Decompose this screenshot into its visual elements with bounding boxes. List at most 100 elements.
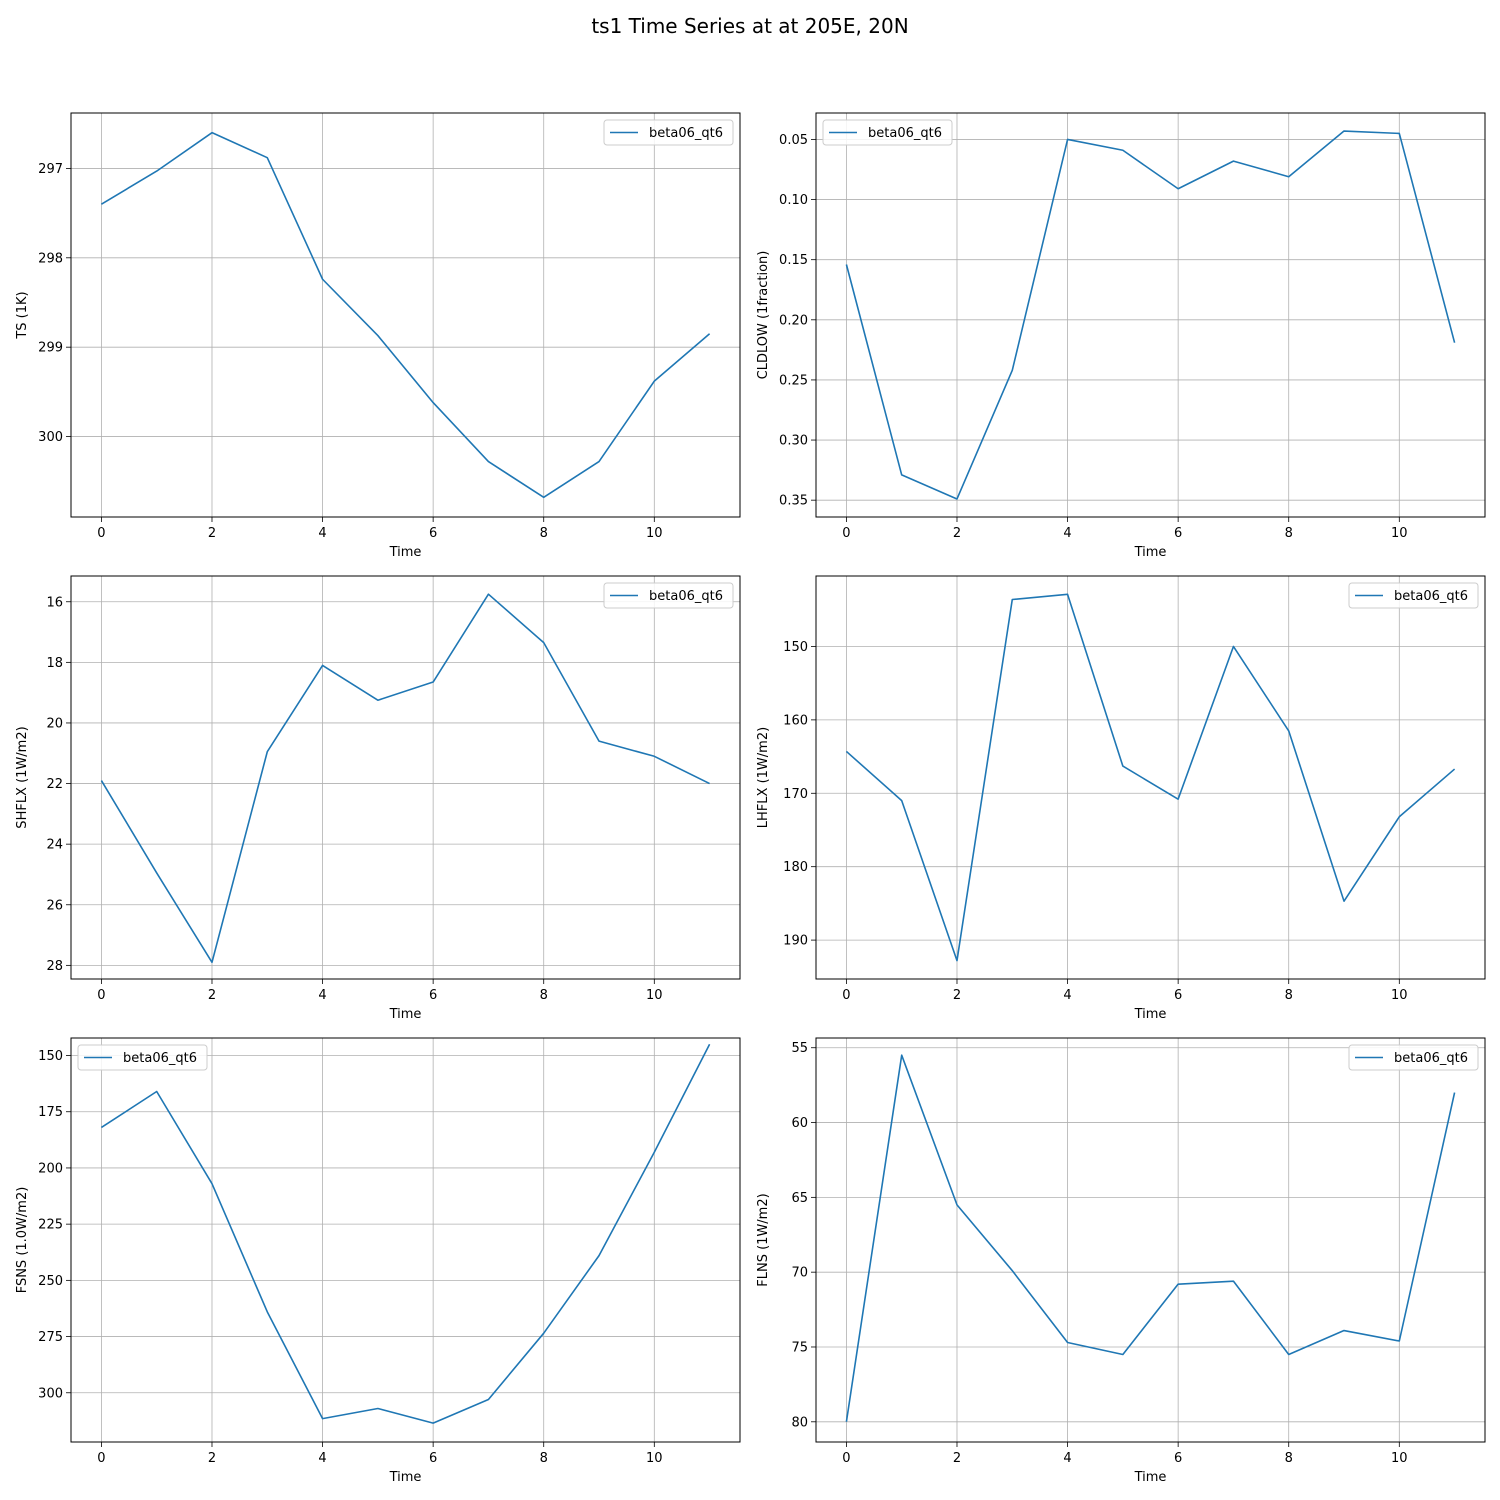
panel-fsns-xtick-label: 4 (318, 1451, 326, 1466)
panel-shflx-legend-box (603, 582, 734, 609)
panel-fsns-xlabel: Time (389, 1470, 422, 1485)
panel-fsns-data-point (155, 1090, 159, 1094)
panel-lhflx-ytick-label: 170 (783, 787, 808, 802)
panel-fsns-data-point (99, 1125, 103, 1129)
panel-fsns-ytick-label: 300 (38, 1386, 63, 1401)
panel-shflx-ytick-label: 26 (46, 898, 63, 913)
panel-ts-data-point (155, 169, 159, 173)
panel-fsns-data-point (376, 1407, 380, 1411)
panel-cldlow-data-point (1287, 175, 1291, 179)
panel-flns-series-line (845, 1054, 1456, 1422)
panel-flns-data-point (844, 1420, 848, 1424)
panel-cldlow-ytick-label: 0.20 (779, 313, 808, 328)
panel-fsns-legend-label: beta06_qt6 (123, 1051, 197, 1066)
panel-ts-data-point (708, 332, 712, 336)
panel-ts-ytick-label: 299 (38, 341, 63, 356)
panel-cldlow-data-point (1453, 341, 1457, 345)
panel-flns-data-point (1231, 1279, 1235, 1283)
panel-cldlow-data-point (1121, 148, 1125, 152)
panel-cldlow: 0 2 4 6 8 10 0.05 0.10 0.15 0.20 0.25 0.30 0.35 Time C… (756, 112, 1486, 560)
panel-ts-ytick-label: 298 (38, 251, 63, 266)
panel-ts-data-point (486, 460, 490, 464)
panel-flns-xtick-label: 6 (1174, 1451, 1182, 1466)
panel-shflx-data-point (542, 641, 546, 645)
panel-cldlow-axes-frame (815, 112, 1486, 518)
panel-cldlow-data-point (900, 473, 904, 477)
panel-flns-legend-box (1348, 1044, 1479, 1071)
panel-flns-legend-label: beta06_qt6 (1394, 1051, 1468, 1066)
panel-lhflx-data-point (955, 959, 959, 963)
panel-fsns-data-point (265, 1310, 269, 1314)
panel-flns-xtick-label: 0 (842, 1451, 850, 1466)
panel-ts-xtick-label: 8 (540, 526, 548, 541)
panel-shflx-data-point (155, 871, 159, 875)
panel-ts-legend: beta06_qt6 (603, 119, 734, 146)
panel-shflx-xlabel: Time (389, 1007, 422, 1022)
panel-shflx-xtick-label: 2 (208, 988, 216, 1003)
panel-shflx-ytick-label: 24 (46, 838, 63, 853)
panel-lhflx-data-point (1453, 767, 1457, 771)
panel-lhflx-data-point (1010, 597, 1014, 601)
panel-shflx-ytick-label: 16 (46, 595, 63, 610)
panel-shflx-data-point (708, 782, 712, 786)
panel-cldlow-data-point (1342, 129, 1346, 133)
panel-flns-axes-frame (815, 1037, 1486, 1443)
panel-cldlow-legend: beta06_qt6 (822, 119, 953, 146)
panel-ts-data-point (597, 460, 601, 464)
panel-ts-legend-label: beta06_qt6 (649, 126, 723, 141)
panel-fsns-ytick-label: 175 (38, 1105, 63, 1120)
panel-ts-data-point (431, 401, 435, 405)
panel-shflx-xtick-label: 4 (318, 988, 326, 1003)
panel-lhflx-ytick-label: 190 (783, 934, 808, 949)
panel-cldlow-xtick-label: 8 (1285, 526, 1293, 541)
panel-lhflx-axes-frame (815, 575, 1486, 980)
panel-shflx-xtick-label: 6 (429, 988, 437, 1003)
panel-flns-ytick-label: 60 (791, 1116, 808, 1131)
panel-shflx-xtick-label: 8 (540, 988, 548, 1003)
panel-flns-ytick-label: 70 (791, 1266, 808, 1281)
panel-shflx-data-point (652, 754, 656, 758)
panel-flns: 0 2 4 6 8 10 55 60 65 70 75 80 Time FLNS (1W/m2) beta0… (756, 1037, 1486, 1485)
panel-fsns-xtick-label: 6 (429, 1451, 437, 1466)
panel-lhflx-data-point (1287, 729, 1291, 733)
panel-cldlow-ytick-label: 0.35 (779, 494, 808, 509)
panel-ts-xlabel: Time (389, 545, 422, 560)
panel-cldlow-ytick-label: 0.30 (779, 434, 808, 449)
panel-fsns-data-point (210, 1182, 214, 1186)
panel-ts-xtick-label: 2 (208, 526, 216, 541)
panel-ts-ytick-label: 300 (38, 430, 63, 445)
panel-cldlow-ytick-label: 0.05 (779, 133, 808, 148)
panel-shflx-ylabel: SHFLX (1W/m2) (15, 726, 30, 828)
panel-lhflx-xtick-label: 6 (1174, 988, 1182, 1003)
figure-title: ts1 Time Series at at 205E, 20N (591, 14, 909, 38)
panel-fsns-xtick-label: 8 (540, 1451, 548, 1466)
panel-lhflx-ylabel: LHFLX (1W/m2) (756, 727, 771, 828)
panel-fsns-ytick-label: 150 (38, 1049, 63, 1064)
panel-lhflx-data-point (844, 749, 848, 753)
panel-ts-xtick-label: 4 (318, 526, 326, 541)
panel-shflx-data-point (431, 680, 435, 684)
panel-ts-xtick-label: 6 (429, 526, 437, 541)
panel-ts-legend-box (603, 119, 734, 146)
panel-cldlow-data-point (1231, 159, 1235, 163)
panel-flns-ytick-label: 55 (791, 1041, 808, 1056)
panel-cldlow-data-point (1176, 187, 1180, 191)
panel-lhflx-data-point (1121, 764, 1125, 768)
panel-lhflx-data-point (1231, 644, 1235, 648)
panel-fsns-data-point (321, 1417, 325, 1421)
panel-cldlow-ytick-label: 0.25 (779, 373, 808, 388)
panel-ts-axes-frame (70, 112, 741, 518)
panel-flns-ytick-label: 80 (791, 1415, 808, 1430)
panel-flns-data-point (1121, 1352, 1125, 1356)
panel-fsns-xtick-label: 2 (208, 1451, 216, 1466)
panel-lhflx-xtick-label: 2 (953, 988, 961, 1003)
panel-fsns-legend-box (77, 1044, 208, 1071)
panel-shflx-legend-label: beta06_qt6 (649, 589, 723, 604)
panel-cldlow-xtick-label: 4 (1063, 526, 1071, 541)
panel-flns-data-point (1453, 1091, 1457, 1095)
panel-shflx-data-point (486, 592, 490, 596)
panel-ts-data-point (652, 379, 656, 383)
panel-shflx-data-point (597, 739, 601, 743)
